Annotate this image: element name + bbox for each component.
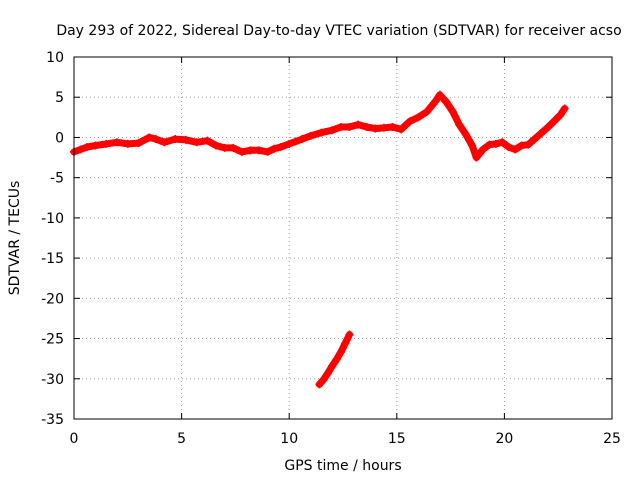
data-point xyxy=(435,90,444,99)
data-point xyxy=(306,131,315,140)
data-point xyxy=(478,145,487,154)
data-point xyxy=(336,122,345,131)
data-point xyxy=(145,133,154,142)
data-point xyxy=(405,117,414,126)
x-tick-label: 10 xyxy=(280,431,298,447)
data-point xyxy=(192,138,201,147)
data-point xyxy=(414,113,423,122)
data-point xyxy=(317,128,326,137)
data-point xyxy=(332,355,341,364)
data-point xyxy=(285,139,294,148)
data-point xyxy=(422,107,431,116)
data-point xyxy=(491,139,500,148)
data-point xyxy=(556,110,565,119)
y-tick-label: -10 xyxy=(41,211,64,227)
tick-marks xyxy=(73,56,613,420)
data-point xyxy=(431,97,440,106)
data-point xyxy=(237,147,246,156)
data-point xyxy=(319,375,328,384)
data-points xyxy=(70,90,569,389)
plot-frame xyxy=(73,56,613,420)
y-tick-label: -25 xyxy=(41,332,64,348)
data-point xyxy=(388,122,397,131)
x-axis-label: GPS time / hours xyxy=(284,458,401,474)
data-point xyxy=(255,146,264,155)
data-point xyxy=(354,120,363,129)
series-1 xyxy=(315,330,354,389)
data-point xyxy=(485,140,494,149)
data-point xyxy=(549,117,558,126)
data-point xyxy=(203,136,212,145)
data-point xyxy=(543,123,552,132)
y-tick-label: -30 xyxy=(41,372,64,388)
data-point xyxy=(511,145,520,154)
data-point xyxy=(134,139,143,148)
data-point xyxy=(328,361,337,370)
data-point xyxy=(160,138,169,147)
chart-title: Day 293 of 2022, Sidereal Day-to-day VTE… xyxy=(56,23,621,39)
data-point xyxy=(76,145,85,154)
data-point xyxy=(336,348,345,357)
data-point xyxy=(341,339,350,348)
data-point xyxy=(461,130,470,139)
data-point xyxy=(442,98,451,107)
y-tick-label: -20 xyxy=(41,291,64,307)
x-tick-label: 25 xyxy=(603,431,621,447)
data-point xyxy=(229,143,238,152)
data-point xyxy=(517,141,526,150)
data-point xyxy=(468,141,477,150)
y-tick-label: 5 xyxy=(55,90,64,106)
data-point xyxy=(82,143,91,152)
y-axis-label: SDTVAR / TECUs xyxy=(7,181,23,296)
data-point xyxy=(530,135,539,144)
data-point xyxy=(315,380,324,389)
y-tick-label: -15 xyxy=(41,251,64,267)
data-point xyxy=(524,140,533,149)
data-point xyxy=(220,143,229,152)
series-trace xyxy=(70,91,569,162)
data-point xyxy=(171,135,180,144)
y-tick-label: 10 xyxy=(46,50,64,66)
y-tick-label: -5 xyxy=(50,171,64,187)
grid-lines xyxy=(74,57,612,419)
data-point xyxy=(246,146,255,155)
series-0 xyxy=(70,90,569,162)
x-tick-labels: 0 5 10 15 20 25 xyxy=(70,431,621,447)
data-point xyxy=(263,147,272,156)
data-point xyxy=(371,124,380,133)
data-point xyxy=(397,125,406,134)
data-point xyxy=(91,141,100,150)
data-point xyxy=(345,122,354,131)
data-point xyxy=(323,369,332,378)
data-point xyxy=(270,144,279,153)
data-point xyxy=(291,137,300,146)
y-tick-labels: 10 5 0 -5 -10 -15 -20 -25 -30 -35 xyxy=(41,50,64,428)
x-tick-label: 20 xyxy=(495,431,513,447)
data-point xyxy=(123,139,132,148)
y-tick-label: -35 xyxy=(41,412,64,428)
data-point xyxy=(455,120,464,129)
data-point xyxy=(362,122,371,131)
data-point xyxy=(345,330,354,339)
data-point xyxy=(298,135,307,144)
data-point xyxy=(276,143,285,152)
data-point xyxy=(181,135,190,144)
data-point xyxy=(151,135,160,144)
x-tick-label: 15 xyxy=(388,431,406,447)
data-point xyxy=(504,143,513,152)
data-point xyxy=(328,126,337,135)
data-point xyxy=(379,123,388,132)
data-point xyxy=(498,138,507,147)
data-point xyxy=(536,129,545,138)
data-point xyxy=(212,141,221,150)
x-tick-label: 5 xyxy=(177,431,186,447)
data-point xyxy=(560,104,569,113)
data-point xyxy=(448,107,457,116)
y-tick-label: 0 xyxy=(55,130,64,146)
data-point xyxy=(102,139,111,148)
x-tick-label: 0 xyxy=(70,431,79,447)
data-point xyxy=(113,138,122,147)
data-point xyxy=(472,153,481,162)
